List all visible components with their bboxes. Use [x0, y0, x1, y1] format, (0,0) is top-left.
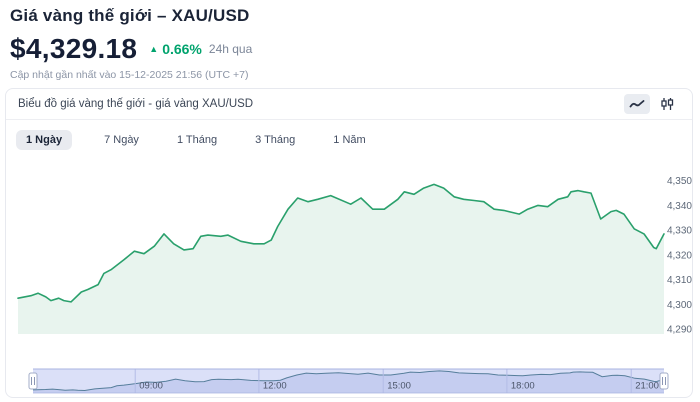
- line-chart-glyph: [629, 100, 645, 108]
- page-title: Giá vàng thế giới – XAU/USD: [10, 6, 250, 25]
- line-chart-icon[interactable]: [624, 94, 650, 114]
- navigator-left-handle[interactable]: [28, 372, 38, 390]
- range-tabs: 1 Ngày 7 Ngày 1 Tháng 3 Tháng 1 Năm: [6, 120, 692, 152]
- tab-7-ngày[interactable]: 7 Ngày: [98, 130, 145, 150]
- y-axis-label: 4,350: [667, 176, 692, 187]
- tab-1-năm[interactable]: 1 Năm: [327, 130, 371, 150]
- card-divider: [6, 119, 692, 120]
- price-row: $4,329.18 ▲ 0.66% 24h qua: [10, 33, 690, 65]
- y-axis-label: 4,300: [667, 300, 692, 311]
- current-price: $4,329.18: [10, 33, 138, 64]
- tab-1-ngày[interactable]: 1 Ngày: [16, 130, 73, 150]
- chart-title: Biểu đồ giá vàng thế giới - giá vàng XAU…: [18, 98, 254, 110]
- main-chart[interactable]: 4,350 4,340 4,330 4,320 4,310 4,300 4,290 09:00…: [6, 151, 694, 397]
- y-axis-label: 4,320: [667, 250, 692, 261]
- price-line: [17, 183, 665, 303]
- price-area: [18, 184, 664, 334]
- y-axis-label: 4,330: [667, 226, 692, 237]
- candlestick-glyph: [661, 98, 674, 110]
- change-period: 24h qua: [208, 42, 253, 56]
- x-axis-label: 15:00: [387, 381, 411, 392]
- tab-1-tháng[interactable]: 1 Tháng: [171, 130, 223, 150]
- navigator[interactable]: 09:00 12:00 15:00 18:00 21:00: [28, 368, 669, 394]
- y-axis-label: 4,340: [667, 201, 692, 212]
- price-change: ▲ 0.66% 24h qua: [149, 41, 252, 57]
- chart-svg: 4,350 4,340 4,330 4,320 4,310 4,300 4,290 09:00…: [17, 176, 692, 394]
- x-axis-label: 12:00: [263, 381, 287, 392]
- chart-type-toolbar: [624, 94, 680, 114]
- y-axis-label: 4,310: [667, 275, 692, 286]
- chart-card: Biểu đồ giá vàng thế giới - giá vàng XAU…: [5, 88, 693, 398]
- price-header: Giá vàng thế giới – XAU/USD $4,329.18 ▲ …: [0, 0, 700, 81]
- tab-3-tháng[interactable]: 3 Tháng: [249, 130, 301, 150]
- candlestick-icon[interactable]: [654, 94, 680, 114]
- last-updated: Cập nhật gần nhất vào 15-12-2025 21:56 (…: [10, 69, 249, 81]
- change-percent: 0.66%: [162, 41, 202, 57]
- x-axis-label: 18:00: [511, 381, 535, 392]
- navigator-right-handle[interactable]: [659, 372, 669, 390]
- x-axis-label: 21:00: [635, 381, 659, 392]
- navigator-area: [33, 370, 664, 393]
- chart-card-header: Biểu đồ giá vàng thế giới - giá vàng XAU…: [6, 89, 692, 119]
- y-axis-label: 4,290: [667, 325, 692, 336]
- x-axis-label: 09:00: [139, 381, 163, 392]
- up-triangle-icon: ▲: [149, 43, 159, 54]
- navigator-line: [32, 370, 665, 392]
